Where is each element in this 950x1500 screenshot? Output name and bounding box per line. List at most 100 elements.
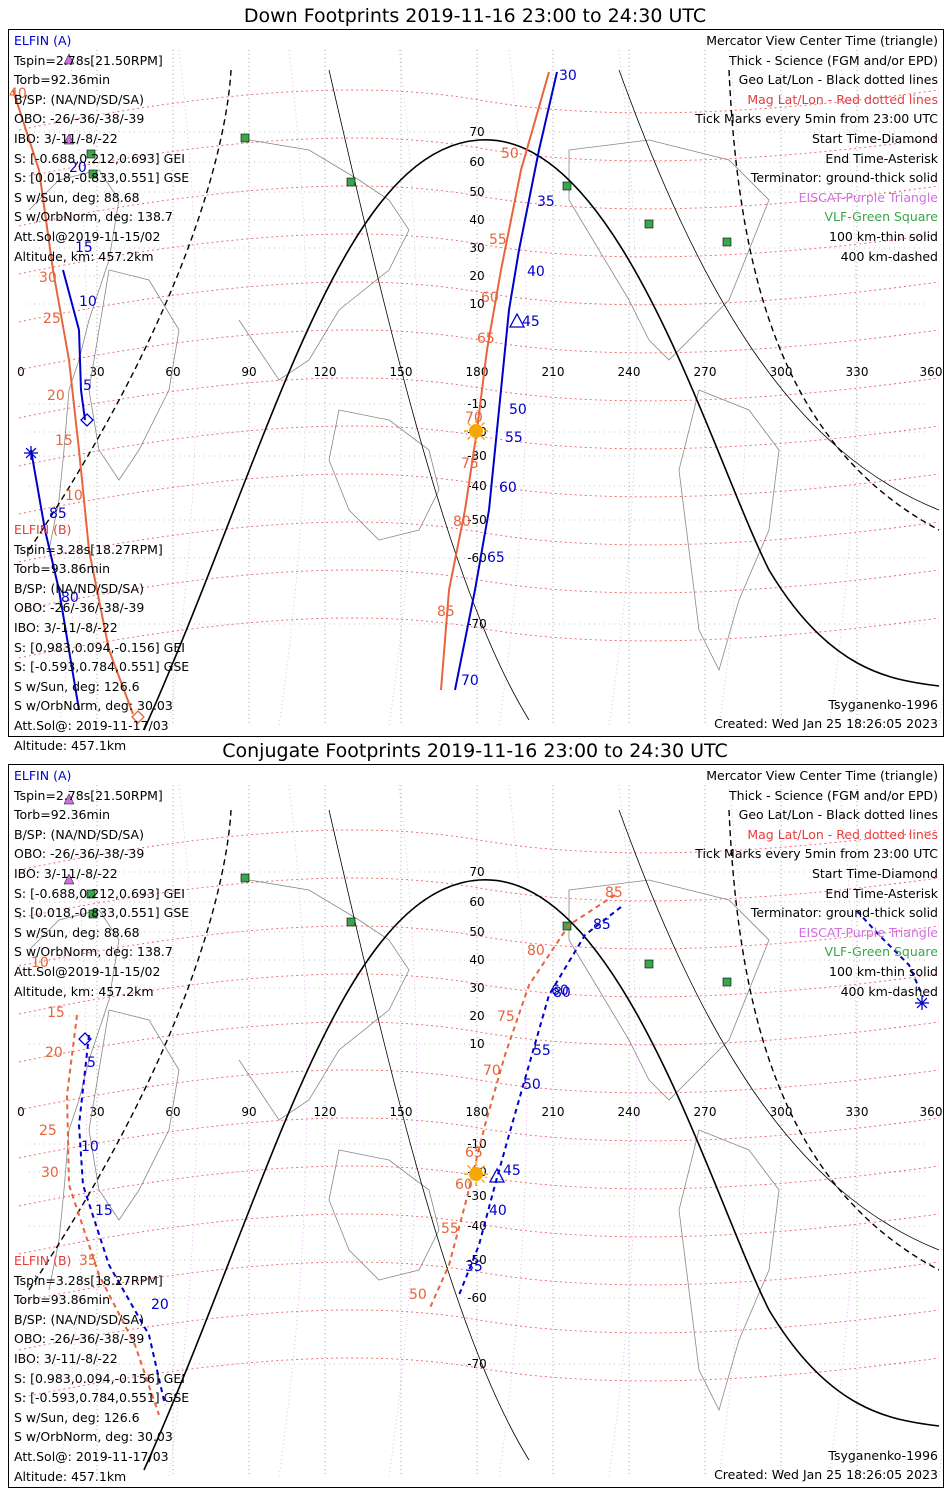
- elfin-a-info: ELFIN (A) Tspin=2.78s[21.50RPM] Torb=92.…: [14, 31, 189, 266]
- vlf-station-square: [240, 873, 250, 883]
- lat-tick-label: 50: [469, 185, 484, 199]
- lon-tick-label: 300: [770, 365, 793, 379]
- elfin-a-tick-label: 45: [503, 1163, 521, 1179]
- elfin-a-tick-label: 40: [527, 264, 545, 280]
- legend: Mercator View Center Time (triangle) Thi…: [695, 31, 938, 266]
- info-line: IBO: 3/-11/-8/-22: [14, 619, 118, 635]
- terminator-100km: [618, 809, 940, 1251]
- info-line: Tspin=3.28s[18.27RPM]: [14, 1272, 163, 1288]
- lat-tick-label: 40: [469, 213, 484, 227]
- sun-icon: [469, 424, 483, 438]
- coastline: [88, 1009, 180, 1221]
- terminator-400km-east: [728, 809, 940, 1271]
- down-footprints-map: 0 30 60 90 120 150 180 210 240 270 300 330 360 70 60 50…: [9, 49, 943, 731]
- elfin-b-tick-label: 65: [465, 1145, 483, 1161]
- info-line: IBO: 3/-11/-8/-22: [14, 1350, 118, 1366]
- mag-meridian: [168, 49, 198, 727]
- mag-meridian: [938, 694, 943, 727]
- info-line: S: [0.018,-0.833,0.551] GSE: [14, 170, 190, 186]
- elfin-a-track-east: [856, 910, 924, 998]
- lon-tick-label: 180: [466, 1105, 489, 1119]
- sun-ray: [481, 436, 486, 441]
- elfin-a-tick-label: 40: [489, 1203, 507, 1219]
- info-line: Altitude: 457.1km: [14, 737, 127, 753]
- elfin-a-tick-label: 65: [487, 550, 505, 566]
- sun-ray: [466, 436, 471, 441]
- info-line: OBO: -26/-36/-38/-39: [14, 846, 145, 862]
- legend-item: Geo Lat/Lon - Black dotted lines: [738, 72, 938, 88]
- sun-ray: [466, 421, 471, 426]
- elfin-a-track-west: [77, 1034, 166, 1406]
- legend-item: Terminator: ground-thick solid: [750, 170, 938, 186]
- info-line: B/SP: (NA/ND/SD/SA): [14, 1311, 144, 1327]
- elfin-a-tick-label: 15: [75, 240, 93, 256]
- elfin-a-track-west: [62, 269, 86, 421]
- created-date: Created: Wed Jan 25 18:26:05 2023: [714, 716, 938, 732]
- elfin-b-tick-label: 60: [481, 290, 499, 306]
- elfin-a-tick-label: 35: [537, 194, 555, 210]
- info-line: S: [0.018,-0.833,0.551] GSE: [14, 905, 190, 921]
- elfin-b-tick-label: 20: [47, 388, 65, 404]
- vlf-station-square: [562, 921, 572, 931]
- elfin-b-label: ELFIN (B): [14, 522, 72, 537]
- elfin-a-tick-label: 5: [83, 378, 92, 394]
- legend: Mercator View Center Time (triangle) Thi…: [695, 766, 938, 1001]
- elfin-b-tick-label: 30: [41, 1165, 59, 1181]
- lon-tick-label: 240: [618, 365, 641, 379]
- elfin-a-tick-label: 60: [551, 983, 569, 999]
- info-line: B/SP: (NA/ND/SD/SA): [14, 91, 144, 107]
- lon-tick-label: 330: [846, 1105, 869, 1119]
- mag-meridian: [278, 784, 308, 1478]
- info-line: S w/OrbNorm, deg: 30.03: [14, 1429, 173, 1445]
- legend-item: Start Time-Diamond: [811, 130, 938, 146]
- legend-item: Terminator: ground-thick solid: [750, 905, 938, 921]
- mag-meridian: [388, 49, 418, 727]
- lon-tick-label: 330: [846, 365, 869, 379]
- conjugate-footprints-panel: 0 30 60 90 120 150 180 210 240 270 300 330 360 70 60 50…: [8, 764, 944, 1488]
- elfin-b-tick-label: 25: [43, 311, 61, 327]
- sun-ray: [481, 1179, 486, 1184]
- info-line: S: [0.983,0.094,-0.156] GEI: [14, 1370, 185, 1386]
- coastline: [678, 389, 780, 672]
- vlf-station-square: [644, 959, 654, 969]
- elfin-b-tick-label: 20: [45, 1045, 63, 1061]
- lon-tick-label: 30: [89, 1105, 104, 1119]
- legend-item: EISCAT-Purple Triangle: [798, 924, 938, 940]
- mag-meridian: [58, 49, 88, 727]
- elfin-a-tick-label: 85: [593, 917, 611, 933]
- lat-tick-label: 10: [469, 297, 484, 311]
- info-line: Torb=92.36min: [14, 72, 111, 88]
- elfin-a-label: ELFIN (A): [14, 33, 72, 48]
- info-line: Att.Sol@: 2019-11-17/03: [14, 717, 169, 733]
- lat-tick-label: -60: [467, 1291, 487, 1305]
- mag-meridian: [938, 1444, 943, 1478]
- terminator-ground: [143, 879, 940, 1471]
- eiscat-station-triangle: [63, 873, 75, 885]
- elfin-a-tick-label: 35: [465, 1259, 483, 1275]
- elfin-b-tick-label: 30: [39, 270, 57, 286]
- lon-tick-label: 300: [770, 1105, 793, 1119]
- mag-meridian: [608, 784, 638, 1478]
- elfin-a-tick-label: 45: [522, 314, 540, 330]
- mag-meridian: [498, 784, 528, 1478]
- coastline: [238, 879, 410, 1121]
- mag-meridian: [718, 49, 748, 727]
- terminator-ground: [143, 139, 940, 731]
- elfin-a-tick-label: 10: [79, 294, 97, 310]
- elfin-a-tick-label: 30: [559, 68, 577, 84]
- lon-tick-label: 30: [89, 365, 104, 379]
- legend-item: Geo Lat/Lon - Black dotted lines: [738, 807, 938, 823]
- coastline: [328, 409, 440, 541]
- info-line: Torb=93.86min: [14, 561, 111, 577]
- elfin-b-info: ELFIN (B) Tspin=3.28s[18.27RPM] Torb=93.…: [14, 520, 189, 755]
- elfin-a-tick-label: 20: [69, 160, 87, 176]
- vlf-station-square: [88, 169, 98, 179]
- elfin-b-tick-label: 55: [489, 232, 507, 248]
- terminator-100km: [328, 809, 530, 1461]
- lon-tick-label: 210: [542, 1105, 565, 1119]
- elfin-a-start-diamond: [78, 1032, 92, 1046]
- elfin-b-tick-label: 80: [527, 943, 545, 959]
- elfin-a-end-asterisk: [916, 997, 928, 1009]
- vlf-station-square: [562, 181, 572, 191]
- lon-tick-label: 90: [241, 365, 256, 379]
